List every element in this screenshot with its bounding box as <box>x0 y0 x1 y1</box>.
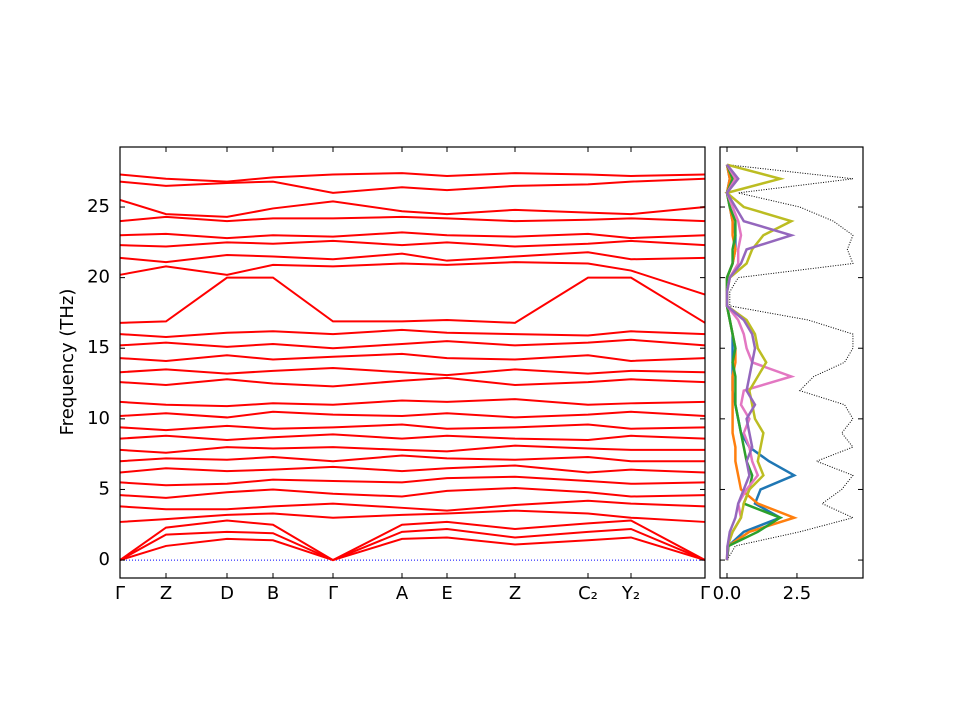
band-line <box>119 423 706 432</box>
plot-frame <box>719 146 864 579</box>
band-line <box>119 536 706 562</box>
band-line <box>119 410 706 419</box>
x-tick-label: Γ <box>328 583 338 604</box>
band-line <box>119 487 706 499</box>
band-line <box>119 475 706 487</box>
band-line <box>119 464 706 474</box>
band-line <box>119 215 706 223</box>
band-line <box>119 276 706 324</box>
x-tick-label: 2.5 <box>783 583 812 604</box>
y-tick-label: 20 <box>87 267 110 288</box>
x-tick-label: Y₂ <box>621 583 640 604</box>
band-line <box>119 239 706 248</box>
y-tick-label: 0 <box>99 549 110 570</box>
y-tick-label: 5 <box>99 478 110 499</box>
band-line <box>119 251 706 264</box>
y-tick-label: 15 <box>87 337 110 358</box>
band-line <box>119 444 705 454</box>
x-tick-label: B <box>267 583 279 604</box>
band-line <box>119 328 706 338</box>
band-line <box>119 376 706 388</box>
plot-frame <box>119 146 706 579</box>
x-tick-label: D <box>220 583 234 604</box>
band-line <box>119 177 706 194</box>
band-line <box>119 199 706 218</box>
band-line <box>119 338 706 350</box>
band-line <box>119 172 706 183</box>
x-tick-label: Z <box>509 583 521 604</box>
band-line <box>119 509 706 523</box>
band-line <box>119 231 706 240</box>
band-line <box>119 527 706 562</box>
band-line <box>119 352 706 362</box>
x-tick-label: E <box>441 583 452 604</box>
y-tick-label: 10 <box>87 408 110 429</box>
band-line <box>119 367 706 377</box>
x-tick-label: Γ <box>700 583 710 604</box>
x-tick-label: C₂ <box>578 583 598 604</box>
x-tick-label: 0.0 <box>713 583 742 604</box>
band-line <box>119 454 705 463</box>
band-line <box>119 519 706 562</box>
x-tick-label: Z <box>160 583 172 604</box>
band-line <box>119 398 706 408</box>
x-tick-label: A <box>396 583 409 604</box>
partial-dos-line <box>725 163 796 561</box>
band-line <box>119 433 706 442</box>
band-line <box>119 261 706 296</box>
x-tick-label: Γ <box>115 583 125 604</box>
y-tick-label: 25 <box>87 196 110 217</box>
y-axis-label: Frequency (THz) <box>57 289 78 436</box>
band-line <box>119 499 706 512</box>
